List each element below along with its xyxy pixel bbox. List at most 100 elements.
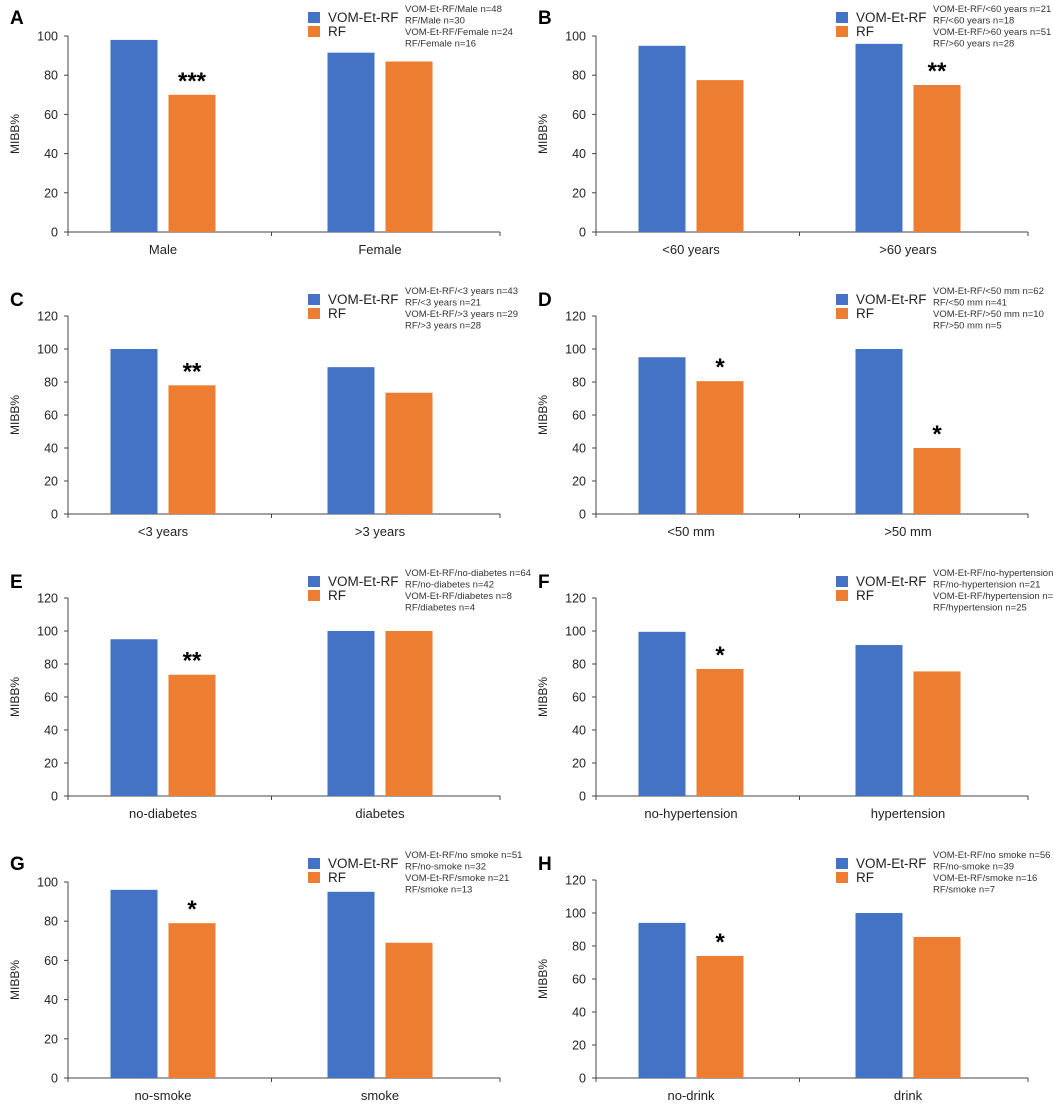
category-label: <60 years bbox=[662, 242, 720, 257]
bar-rf bbox=[696, 668, 744, 796]
bar-vom-et-rf bbox=[638, 631, 686, 796]
panel-letter: F bbox=[538, 572, 550, 593]
y-tick-label: 120 bbox=[565, 592, 586, 606]
legend-label: VOM-Et-RF bbox=[856, 292, 927, 307]
y-tick-label: 0 bbox=[51, 508, 58, 522]
bar-rf bbox=[696, 381, 744, 514]
y-axis-title: MIBB% bbox=[536, 677, 550, 717]
bar-rf bbox=[168, 385, 216, 514]
sample-size-note: VOM-Et-RF/smoke n=21 bbox=[405, 873, 509, 884]
y-tick-label: 60 bbox=[572, 409, 586, 423]
legend-swatch bbox=[836, 12, 848, 23]
sample-size-note: RF/hypertension n=25 bbox=[933, 603, 1027, 614]
bar-vom-et-rf bbox=[855, 913, 903, 1078]
y-tick-label: 60 bbox=[44, 409, 58, 423]
y-tick-label: 20 bbox=[572, 186, 586, 200]
y-tick-label: 80 bbox=[44, 915, 58, 929]
y-tick-label: 20 bbox=[572, 475, 586, 489]
y-tick-label: 60 bbox=[44, 691, 58, 705]
legend-label: VOM-Et-RF bbox=[328, 292, 399, 307]
significance-marker: * bbox=[715, 929, 725, 956]
y-tick-label: 100 bbox=[37, 625, 58, 639]
bar-rf bbox=[168, 94, 216, 232]
panel-letter: D bbox=[538, 290, 552, 311]
bar-vom-et-rf bbox=[110, 639, 158, 796]
legend-swatch bbox=[836, 858, 848, 869]
category-label: smoke bbox=[361, 1088, 399, 1103]
y-tick-label: 120 bbox=[37, 310, 58, 324]
chart-panel-g: G MIBB% 0 20 40 60 80 100 no-smoke * smoke VOM-Et-R… bbox=[8, 850, 522, 1103]
sample-size-note: VOM-Et-RF/Male n=48 bbox=[405, 4, 502, 15]
y-tick-label: 20 bbox=[44, 1032, 58, 1046]
sample-size-note: RF/<60 years n=18 bbox=[933, 16, 1014, 27]
chart-panel-e: E MIBB% 0 20 40 60 80 100 120 no-diabetes ** diabet… bbox=[8, 568, 531, 821]
y-tick-label: 0 bbox=[579, 508, 586, 522]
legend-swatch bbox=[836, 590, 848, 601]
significance-marker: ** bbox=[183, 648, 202, 675]
y-axis-title: MIBB% bbox=[536, 959, 550, 999]
legend-label: RF bbox=[856, 588, 874, 603]
bar-vom-et-rf bbox=[327, 52, 375, 232]
bar-rf bbox=[168, 674, 216, 796]
sample-size-note: RF/diabetes n=4 bbox=[405, 603, 475, 614]
sample-size-note: VOM-Et-RF/no-hypertension n=35 bbox=[933, 568, 1053, 579]
sample-size-note: VOM-Et-RF/<60 years n=21 bbox=[933, 4, 1051, 15]
sample-size-note: VOM-Et-RF/smoke n=16 bbox=[933, 873, 1037, 884]
bar-vom-et-rf bbox=[855, 43, 903, 233]
bar-vom-et-rf bbox=[855, 645, 903, 796]
legend-swatch bbox=[836, 294, 848, 305]
sample-size-note: RF/>3 years n=28 bbox=[405, 321, 481, 332]
legend-label: RF bbox=[328, 306, 346, 321]
sample-size-note: VOM-Et-RF/>3 years n=29 bbox=[405, 309, 518, 320]
sample-size-note: RF/Female n=16 bbox=[405, 39, 476, 50]
y-tick-label: 20 bbox=[44, 475, 58, 489]
y-tick-label: 0 bbox=[51, 1072, 58, 1086]
chart-panel-d: D MIBB% 0 20 40 60 80 100 120 <50 mm * >50 mm * VOM-E… bbox=[536, 286, 1044, 539]
y-tick-label: 80 bbox=[572, 658, 586, 672]
legend-label: RF bbox=[856, 870, 874, 885]
y-tick-label: 40 bbox=[572, 147, 586, 161]
y-tick-label: 20 bbox=[44, 757, 58, 771]
bar-vom-et-rf bbox=[327, 891, 375, 1078]
sample-size-note: VOM-Et-RF/no smoke n=51 bbox=[405, 850, 522, 861]
y-tick-label: 0 bbox=[579, 226, 586, 240]
sample-size-note: VOM-Et-RF/hypertension n=37 bbox=[933, 591, 1053, 602]
y-tick-label: 40 bbox=[572, 724, 586, 738]
y-tick-label: 80 bbox=[572, 69, 586, 83]
y-tick-label: 20 bbox=[44, 186, 58, 200]
y-tick-label: 60 bbox=[572, 108, 586, 122]
legend-label: RF bbox=[328, 588, 346, 603]
bar-rf bbox=[913, 85, 961, 232]
legend-swatch bbox=[308, 308, 320, 319]
bar-rf bbox=[385, 631, 433, 796]
category-label: Male bbox=[149, 242, 177, 257]
y-tick-label: 60 bbox=[572, 691, 586, 705]
legend-swatch bbox=[836, 576, 848, 587]
sample-size-note: RF/>60 years n=28 bbox=[933, 39, 1014, 50]
bar-rf bbox=[696, 955, 744, 1078]
y-tick-label: 40 bbox=[572, 1006, 586, 1020]
category-label: no-diabetes bbox=[129, 806, 197, 821]
bar-rf bbox=[913, 448, 961, 514]
legend-label: VOM-Et-RF bbox=[856, 10, 927, 25]
legend-swatch bbox=[308, 12, 320, 23]
bar-vom-et-rf bbox=[327, 631, 375, 796]
y-tick-label: 60 bbox=[572, 973, 586, 987]
bar-vom-et-rf bbox=[110, 39, 158, 232]
legend-swatch bbox=[308, 576, 320, 587]
significance-marker: *** bbox=[178, 68, 207, 95]
y-tick-label: 100 bbox=[37, 876, 58, 890]
y-tick-label: 60 bbox=[44, 108, 58, 122]
legend-label: VOM-Et-RF bbox=[856, 574, 927, 589]
legend-swatch bbox=[836, 308, 848, 319]
sample-size-note: VOM-Et-RF/Female n=24 bbox=[405, 27, 513, 38]
sample-size-note: VOM-Et-RF/no-diabetes n=64 bbox=[405, 568, 531, 579]
sample-size-note: RF/>50 mm n=5 bbox=[933, 321, 1002, 332]
y-tick-label: 100 bbox=[565, 343, 586, 357]
bar-vom-et-rf bbox=[638, 45, 686, 232]
y-tick-label: 40 bbox=[572, 442, 586, 456]
y-axis-title: MIBB% bbox=[8, 395, 22, 435]
y-tick-label: 100 bbox=[565, 907, 586, 921]
significance-marker: ** bbox=[928, 58, 947, 85]
legend-swatch bbox=[308, 294, 320, 305]
